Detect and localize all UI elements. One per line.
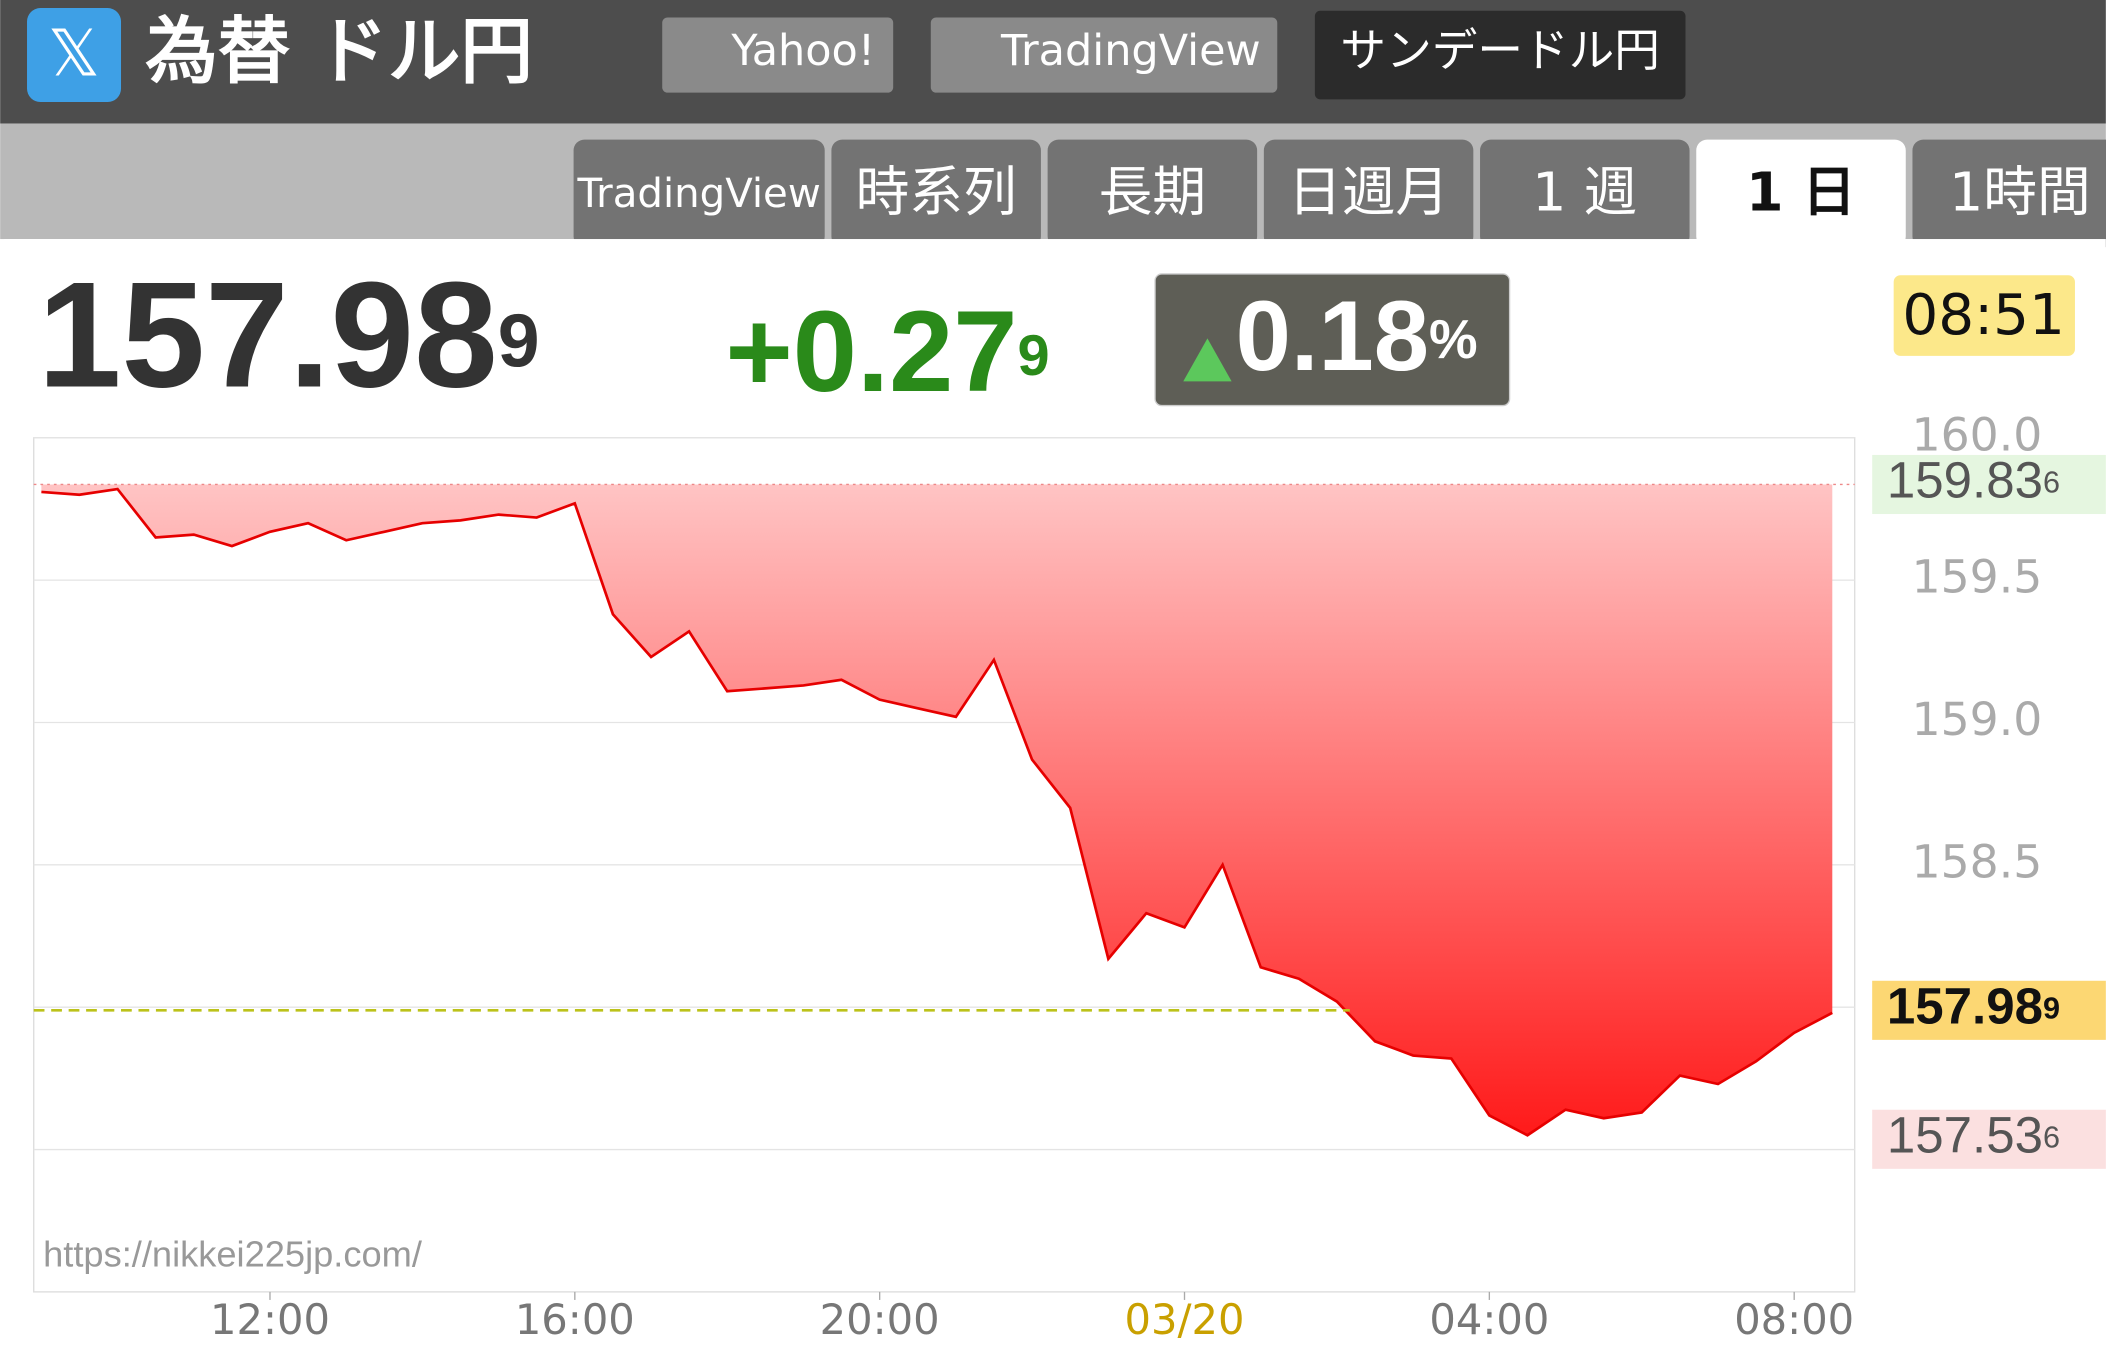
link-button[interactable]	[662, 17, 894, 93]
tab-label: 1 日	[1746, 161, 1856, 224]
tab[interactable]	[573, 139, 825, 248]
high-label-bg	[1872, 454, 2106, 515]
y-tick-label: 159.5	[1912, 551, 2043, 604]
x-tick-label: 20:00	[820, 1295, 940, 1344]
change-pct: 0.18%	[1236, 281, 1478, 392]
link-label: Yahoo!	[730, 26, 875, 76]
x-logo[interactable]	[27, 8, 122, 103]
tab-label: 1 週	[1532, 161, 1637, 224]
price: 157.989	[38, 250, 540, 418]
tabs: TradingView 時系列 長期 日週月 1 週 1 日 1時間	[573, 139, 2106, 248]
watermark: https://nikkei225jp.com/	[43, 1234, 423, 1275]
tab[interactable]	[1696, 139, 1906, 248]
page-title: 為替 ドル円	[145, 10, 533, 94]
time-box	[1893, 275, 2075, 356]
x-tick-label: 03/20	[1125, 1295, 1245, 1344]
y-tick-label: 160.0	[1912, 408, 2043, 461]
tab[interactable]	[1263, 139, 1474, 248]
change: +0.279	[725, 286, 1049, 415]
tab-label: 時系列	[856, 161, 1017, 224]
time: 08:51	[1902, 283, 2065, 348]
x-tick-label: 04:00	[1429, 1295, 1549, 1344]
x-icon: 𝕏	[48, 16, 100, 91]
sunday-button[interactable]	[1314, 10, 1686, 100]
tab[interactable]	[1480, 139, 1690, 248]
up-triangle	[1183, 338, 1232, 382]
y-tick-label: 158.5	[1912, 835, 2043, 888]
chart: 160.0159.5159.0158.5158.0157.512:0016:00…	[33, 408, 2106, 1344]
current-label-bg	[1872, 980, 2106, 1040]
tab-label: TradingView	[576, 171, 820, 217]
area	[41, 484, 1833, 1136]
pct-badge	[1154, 273, 1511, 407]
link-label: TradingView	[1000, 26, 1261, 76]
x-tick-label: 08:00	[1734, 1295, 1854, 1344]
y-tick-label: 159.0	[1912, 693, 2043, 746]
low-label: 157.536	[1887, 1107, 2060, 1164]
low-label-bg	[1872, 1109, 2106, 1169]
x-tick-label: 12:00	[210, 1295, 330, 1344]
current-label: 157.989	[1887, 978, 2060, 1035]
price-line	[41, 487, 1833, 1137]
link-button[interactable]	[930, 17, 1278, 93]
tab[interactable]	[831, 139, 1041, 248]
tab[interactable]	[1047, 139, 1258, 248]
tab-label: 日週月	[1288, 161, 1449, 224]
x-tick-label: 16:00	[515, 1295, 635, 1344]
tab-label: 1時間	[1949, 161, 2091, 224]
tab[interactable]	[1912, 139, 2106, 248]
high-label: 159.836	[1887, 452, 2060, 509]
sunday-label: サンデードル円	[1340, 24, 1660, 77]
tab-label: 長期	[1099, 161, 1206, 224]
